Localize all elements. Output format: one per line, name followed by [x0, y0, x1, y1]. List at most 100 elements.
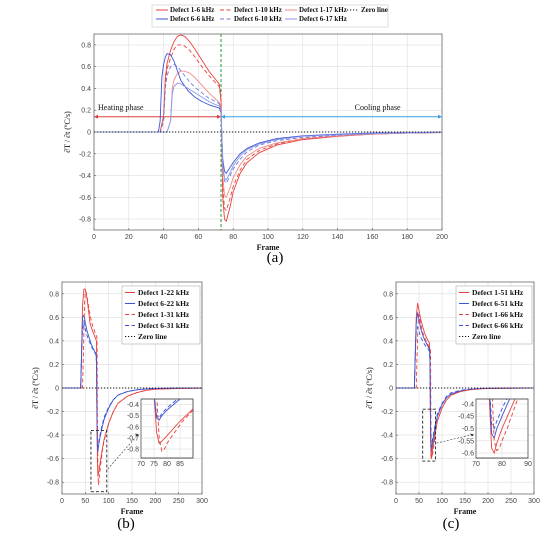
- series-line-3: [94, 53, 442, 174]
- series-line-2: [62, 290, 202, 486]
- y-tick-label: 0.6: [81, 64, 91, 71]
- cooling-phase-label: Cooling phase: [355, 103, 401, 112]
- legend-entry-2: Defect 1-31 kHz: [138, 310, 190, 319]
- x-tick-label: 250: [173, 498, 185, 505]
- panel-label: (a): [267, 250, 284, 266]
- y-tick-label: -0.8: [47, 480, 59, 487]
- inset-series-line-3: [489, 399, 508, 430]
- x-tick-label: 160: [367, 234, 379, 241]
- inset-series-line-3: [154, 399, 179, 419]
- legend-entry-3: Defect 6-6 kHz: [170, 15, 214, 23]
- inset-frame: [475, 398, 529, 459]
- x-tick-label: 80: [229, 234, 237, 241]
- legend-entry-0: Defect 1-22 kHz: [138, 288, 190, 297]
- y-tick-label: 0.4: [81, 86, 91, 93]
- legend-entry-2: Defect 1-66 kHz: [472, 310, 524, 319]
- inset-series-line-1: [489, 399, 511, 440]
- inset-y-tick-label: -0.4: [127, 402, 139, 409]
- x-tick-label: 150: [126, 498, 138, 505]
- y-tick-label: 0.2: [49, 362, 59, 369]
- x-tick-label: 300: [528, 498, 540, 505]
- inset-series-line-1: [154, 399, 181, 421]
- y-tick-label: -0.6: [47, 456, 59, 463]
- inset: 70 75 80 85 -0.4 -0.5 -0.6 -0.7 -0.8: [127, 398, 194, 468]
- y-tick-label: 0.8: [81, 42, 91, 49]
- panel-label: (b): [117, 516, 135, 532]
- y-tick-label: -0.4: [47, 433, 59, 440]
- y-axis-label: ∂T / ∂t (ºC/s): [63, 111, 72, 153]
- x-tick-label: 200: [482, 498, 494, 505]
- inset-y-tick-label: -0.5: [127, 413, 139, 420]
- x-tick-label: 100: [436, 498, 448, 505]
- legend-entry-4: Zero line: [472, 332, 501, 341]
- inset-y-tick-label: -0.6: [127, 424, 139, 431]
- chart-1: 0 50 100 150 200 250 300 -0.8 -0.6 -0.4 -0.2 0 0.2 0.…: [31, 281, 208, 532]
- inset-series-line-2: [156, 399, 193, 453]
- x-tick-label: 250: [505, 498, 517, 505]
- series-line-0: [94, 34, 442, 222]
- y-tick-label: 0.4: [49, 338, 59, 345]
- legend-entry-3: Defect 6-31 kHz: [138, 321, 190, 330]
- heating-phase-label: Heating phase: [98, 103, 144, 112]
- cooling-arrow-head-left: [221, 114, 226, 119]
- panel-label: (c): [443, 516, 460, 532]
- legend-entry-1: Defect 1-10 kHz: [234, 6, 282, 14]
- legend: Defect 1-6 kHz Defect 1-10 kHz Defect 1-17…: [151, 4, 389, 28]
- plot-frame: [395, 281, 535, 495]
- legend: Defect 1-51 kHz Defect 6-51 kHz Defect 1-6…: [455, 285, 533, 345]
- x-tick-label: 40: [160, 234, 168, 241]
- chart-2: 0 50 100 150 200 250 300 -0.8 -0.6 -0.4 -0.2 0 0.2 0.…: [365, 281, 540, 532]
- series-group: [94, 34, 442, 222]
- x-tick-label: 180: [401, 234, 413, 241]
- legend-entry-1: Defect 6-22 kHz: [138, 299, 190, 308]
- legend-entry-0: Defect 1-6 kHz: [170, 6, 214, 14]
- y-tick-label: 0.2: [81, 108, 91, 115]
- zoom-box: [90, 429, 108, 493]
- legend-box: [455, 285, 533, 345]
- inset-series: [488, 399, 519, 455]
- inset-series-line-0: [153, 399, 193, 445]
- inset-y-tick-label: -0.4: [462, 401, 474, 408]
- legend: Defect 1-22 kHz Defect 6-22 kHz Defect 1-3…: [121, 285, 201, 345]
- zoom-box: [422, 408, 437, 462]
- inset-y-tick-label: -0.8: [127, 447, 139, 454]
- legend-entry-2: Defect 1-17 kHz: [299, 6, 347, 14]
- x-axis-label: Frame: [454, 507, 477, 516]
- x-tick-label: 0: [60, 498, 64, 505]
- inset-y-tick-label: -0.5: [462, 426, 474, 433]
- x-tick-label: 60: [195, 234, 203, 241]
- legend-entry-0: Defect 1-51 kHz: [472, 288, 524, 297]
- inset-x-tick-label: 80: [163, 461, 171, 468]
- inset-series: [153, 399, 193, 453]
- x-axis-label: Frame: [121, 507, 144, 516]
- heating-arrow-head-left: [94, 114, 98, 119]
- y-tick-label: 0.2: [383, 362, 393, 369]
- zoom-connector-head: [470, 433, 474, 437]
- inset-frame: [140, 398, 194, 459]
- inset-x-tick-label: 85: [176, 461, 184, 468]
- inset: 70 80 90 -0.4 -0.45 -0.5 -0.55 -0.6: [458, 398, 532, 468]
- y-tick-label: 0.4: [383, 338, 393, 345]
- cooling-arrow-head-right: [438, 114, 442, 119]
- inset-x-tick-label: 70: [137, 461, 145, 468]
- series-group: [396, 302, 534, 460]
- x-tick-label: 300: [196, 498, 208, 505]
- series-line-3: [396, 326, 534, 448]
- legend-entry-5: Defect 6-17 kHz: [299, 15, 347, 23]
- y-tick-label: -0.8: [381, 480, 393, 487]
- x-tick-label: 140: [332, 234, 344, 241]
- x-tick-label: 100: [103, 498, 115, 505]
- y-tick-label: -0.2: [381, 409, 393, 416]
- inset-series-line-0: [488, 399, 516, 455]
- x-tick-label: 20: [125, 234, 133, 241]
- inset-x-tick-label: 70: [472, 461, 480, 468]
- x-tick-label: 0: [394, 498, 398, 505]
- inset-series-line-2: [491, 399, 519, 452]
- series-line-4: [94, 64, 442, 184]
- plot-frame: [61, 281, 203, 495]
- legend-entry-6: Zero line: [361, 6, 388, 14]
- legend-entry-3: Defect 6-66 kHz: [472, 321, 524, 330]
- series-line-1: [94, 44, 442, 211]
- y-tick-label: 0.6: [49, 315, 59, 322]
